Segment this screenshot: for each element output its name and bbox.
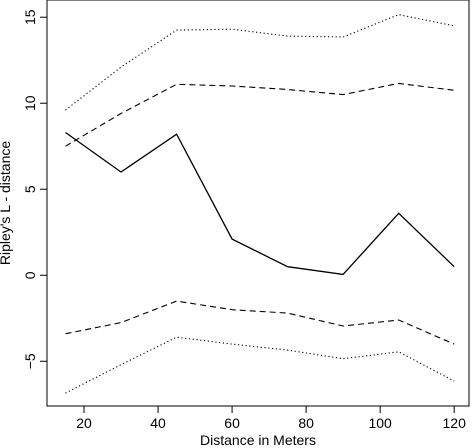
x-tick-label: 120	[443, 415, 467, 431]
x-tick-label: 80	[298, 415, 314, 431]
x-tick-label: 60	[224, 415, 240, 431]
x-axis-title: Distance in Meters	[200, 432, 316, 448]
series-dashed-line-4	[65, 300, 455, 345]
x-tick-label: 40	[150, 415, 166, 431]
x-tick-label: 20	[76, 415, 92, 431]
y-axis-title: Ripley's L - distance	[0, 141, 13, 266]
series-dotted-line-5	[65, 336, 455, 394]
y-tick-label: 0	[22, 271, 38, 279]
plot-frame	[46, 0, 470, 407]
x-axis: 20 40 60 80 100 120	[76, 406, 466, 431]
series-dotted-line-3	[65, 14, 455, 111]
y-tick-label: 10	[22, 95, 38, 111]
series-dashed-line-2	[65, 82, 455, 147]
series-layer	[65, 14, 455, 394]
y-tick-label: 5	[22, 185, 38, 193]
series-solid-line-1	[65, 131, 455, 276]
x-tick-label: 100	[368, 415, 392, 431]
y-tick-label: −5	[22, 353, 38, 369]
y-tick-label: 15	[22, 9, 38, 25]
y-axis: −5 0 5 10 15	[22, 9, 47, 369]
